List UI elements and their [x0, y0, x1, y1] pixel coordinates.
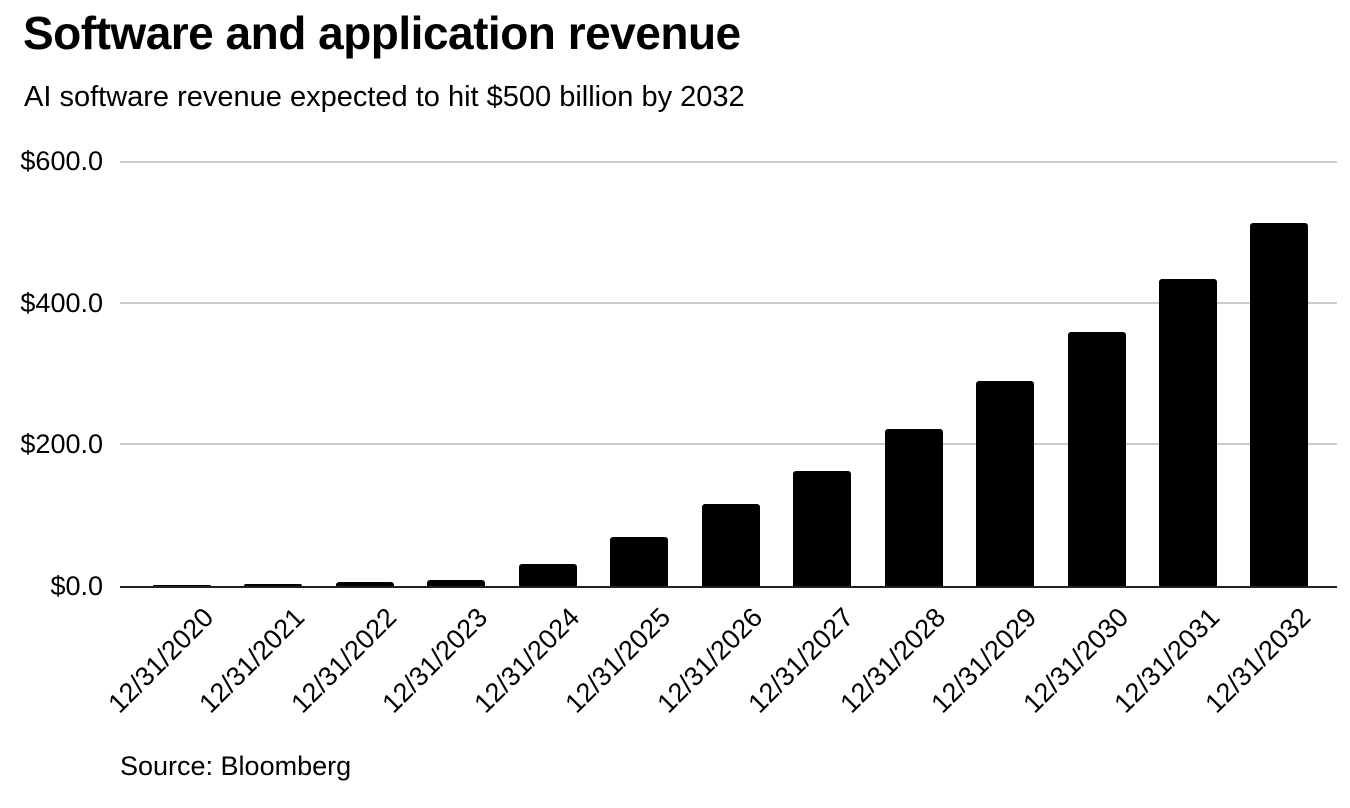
chart-title: Software and application revenue	[23, 7, 741, 59]
y-tick-label: $400.0	[20, 287, 103, 318]
bar-12/31/2029	[976, 380, 1035, 586]
bar-12/31/2027	[793, 471, 852, 586]
bar-12/31/2023	[427, 580, 486, 586]
bar-12/31/2028	[884, 429, 943, 586]
bar-12/31/2020	[153, 584, 211, 586]
x-axis-labels: 12/31/2020 12/31/2021 12/31/2022 12/31/2023…	[102, 586, 1337, 736]
bar-12/31/2021	[244, 583, 303, 586]
y-axis-labels: $0.0 $200.0 $400.0 $600.0	[0, 146, 103, 601]
gridline	[120, 443, 1337, 446]
source-note: Source: Bloomberg	[120, 751, 352, 781]
bar-12/31/2026	[701, 503, 760, 586]
bar-12/31/2031	[1158, 278, 1217, 586]
bar-12/31/2032	[1250, 223, 1309, 586]
bar-12/31/2025	[610, 537, 669, 586]
gridline	[120, 161, 1337, 163]
chart-subtitle: AI software revenue expected to hit $500…	[24, 81, 745, 113]
y-tick-label: $0.0	[50, 571, 103, 601]
bar-12/31/2024	[518, 564, 577, 586]
bar-12/31/2030	[1067, 332, 1126, 586]
bar-12/31/2022	[335, 582, 394, 586]
y-tick-label: $200.0	[20, 429, 103, 460]
plot-area	[120, 161, 1337, 588]
y-tick-label: $600.0	[20, 146, 103, 176]
gridline	[120, 301, 1337, 304]
x-tick-label: 12/31/2020	[102, 602, 220, 719]
